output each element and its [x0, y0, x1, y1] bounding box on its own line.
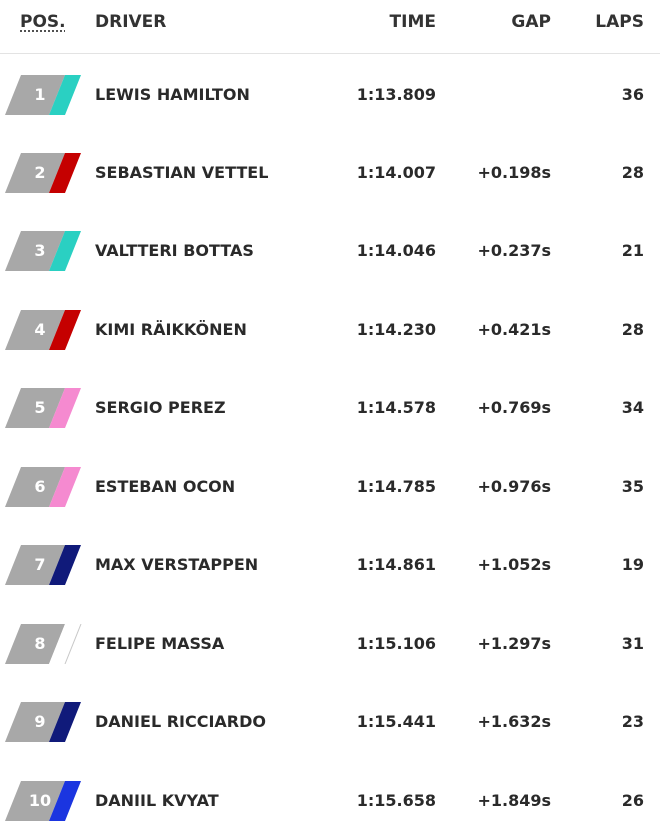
gap-value: +0.421s: [477, 320, 551, 339]
lap-time: 1:14.046: [356, 241, 436, 260]
team-color-stripe-edge: [64, 624, 82, 664]
position-badge: 8: [3, 624, 83, 664]
lap-time: 1:15.106: [356, 634, 436, 653]
pos-header[interactable]: POS.: [20, 12, 66, 32]
driver-name[interactable]: DANIIL KVYAT: [95, 791, 219, 810]
team-color-stripe: [49, 388, 81, 428]
position-badge: 6: [3, 467, 83, 507]
laps-count: 23: [621, 712, 644, 731]
table-row[interactable]: 7 MAX VERSTAPPEN 1:14.861 +1.052s 19: [0, 545, 660, 585]
team-color-stripe: [49, 545, 81, 585]
team-color-stripe: [49, 702, 81, 742]
position-number: 5: [34, 398, 46, 417]
position-badge: 10: [3, 781, 83, 821]
driver-name[interactable]: SEBASTIAN VETTEL: [95, 163, 269, 182]
position-badge-shape: [5, 624, 65, 664]
header-divider: [0, 53, 660, 54]
driver-name[interactable]: LEWIS HAMILTON: [95, 85, 250, 104]
laps-count: 19: [621, 555, 644, 574]
laps-count: 21: [621, 241, 644, 260]
position-number: 2: [34, 163, 46, 182]
lap-time: 1:15.441: [356, 712, 436, 731]
table-row[interactable]: 2 SEBASTIAN VETTEL 1:14.007 +0.198s 28: [0, 153, 660, 193]
laps-count: 26: [621, 791, 644, 810]
lap-time: 1:14.230: [356, 320, 436, 339]
gap-value: +0.976s: [477, 477, 551, 496]
lap-time: 1:14.578: [356, 398, 436, 417]
table-row[interactable]: 4 KIMI RÄIKKÖNEN 1:14.230 +0.421s 28: [0, 310, 660, 350]
driver-name[interactable]: VALTTERI BOTTAS: [95, 241, 254, 260]
table-row[interactable]: 5 SERGIO PEREZ 1:14.578 +0.769s 34: [0, 388, 660, 428]
laps-count: 36: [621, 85, 644, 104]
table-header: POS. DRIVER TIME GAP LAPS: [0, 0, 660, 50]
position-badge-shape: [5, 231, 65, 271]
lap-time: 1:15.658: [356, 791, 436, 810]
driver-name[interactable]: SERGIO PEREZ: [95, 398, 226, 417]
position-badge: 4: [3, 310, 83, 350]
team-color-stripe: [49, 75, 81, 115]
driver-name[interactable]: FELIPE MASSA: [95, 634, 225, 653]
gap-value: +1.632s: [477, 712, 551, 731]
position-number: 8: [34, 634, 46, 653]
laps-header: LAPS: [595, 12, 644, 32]
laps-count: 35: [621, 477, 644, 496]
position-badge: 9: [3, 702, 83, 742]
position-number: 1: [34, 85, 46, 104]
position-number: 7: [34, 555, 46, 574]
lap-time: 1:13.809: [356, 85, 436, 104]
table-row[interactable]: 1 LEWIS HAMILTON 1:13.809 36: [0, 75, 660, 115]
position-badge-shape: [5, 75, 65, 115]
driver-name[interactable]: ESTEBAN OCON: [95, 477, 236, 496]
team-color-stripe: [49, 467, 81, 507]
position-number: 6: [34, 477, 46, 496]
position-badge: 1: [3, 75, 83, 115]
gap-header: GAP: [511, 12, 551, 32]
team-color-stripe: [49, 781, 81, 821]
laps-count: 34: [621, 398, 644, 417]
driver-header: DRIVER: [95, 12, 167, 32]
position-badge: 2: [3, 153, 83, 193]
time-header: TIME: [389, 12, 436, 32]
position-number: 3: [34, 241, 46, 260]
position-badge: 3: [3, 231, 83, 271]
position-badge-shape: [5, 545, 65, 585]
position-badge-shape: [5, 781, 65, 821]
driver-name[interactable]: DANIEL RICCIARDO: [95, 712, 266, 731]
team-color-stripe: [49, 310, 81, 350]
table-row[interactable]: 9 DANIEL RICCIARDO 1:15.441 +1.632s 23: [0, 702, 660, 742]
gap-value: +1.052s: [477, 555, 551, 574]
gap-value: +1.849s: [477, 791, 551, 810]
gap-value: +1.297s: [477, 634, 551, 653]
position-badge: 5: [3, 388, 83, 428]
position-number: 4: [34, 320, 46, 339]
table-row[interactable]: 6 ESTEBAN OCON 1:14.785 +0.976s 35: [0, 467, 660, 507]
gap-value: +0.769s: [477, 398, 551, 417]
lap-time: 1:14.861: [356, 555, 436, 574]
table-row[interactable]: 8 FELIPE MASSA 1:15.106 +1.297s 31: [0, 624, 660, 664]
driver-name[interactable]: KIMI RÄIKKÖNEN: [95, 320, 247, 339]
position-badge-shape: [5, 153, 65, 193]
position-badge: 7: [3, 545, 83, 585]
position-badge-shape: [5, 702, 65, 742]
position-number: 9: [34, 712, 46, 731]
table-row[interactable]: 10 DANIIL KVYAT 1:15.658 +1.849s 26: [0, 781, 660, 821]
laps-count: 28: [621, 320, 644, 339]
driver-name[interactable]: MAX VERSTAPPEN: [95, 555, 259, 574]
position-badge-shape: [5, 388, 65, 428]
table-row[interactable]: 3 VALTTERI BOTTAS 1:14.046 +0.237s 21: [0, 231, 660, 271]
lap-time: 1:14.785: [356, 477, 436, 496]
team-color-stripe: [49, 231, 81, 271]
gap-value: +0.198s: [477, 163, 551, 182]
position-number: 10: [28, 791, 52, 810]
laps-count: 28: [621, 163, 644, 182]
position-badge-shape: [5, 467, 65, 507]
position-badge-shape: [5, 310, 65, 350]
team-color-stripe: [49, 153, 81, 193]
laps-count: 31: [621, 634, 644, 653]
gap-value: +0.237s: [477, 241, 551, 260]
lap-time: 1:14.007: [356, 163, 436, 182]
team-color-stripe: [49, 624, 81, 664]
